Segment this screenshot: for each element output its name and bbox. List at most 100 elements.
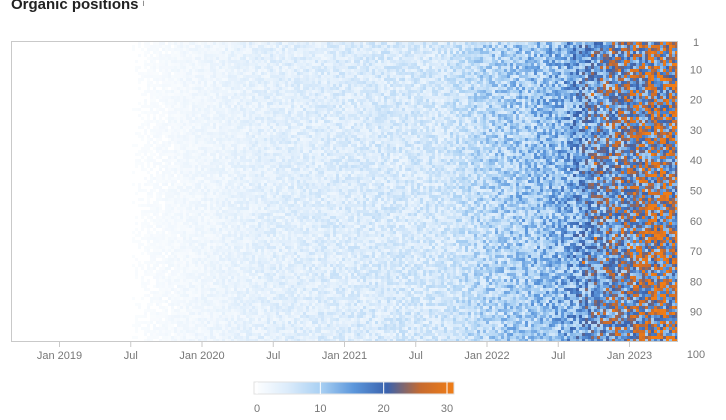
heatmap-cell	[186, 171, 189, 174]
heatmap-cell	[153, 255, 156, 258]
heatmap-cell	[291, 138, 294, 141]
heatmap-cell	[258, 270, 261, 273]
heatmap-cell	[222, 78, 225, 81]
heatmap-cell	[243, 195, 246, 198]
heatmap-cell	[174, 264, 177, 267]
heatmap-cell	[252, 45, 255, 48]
heatmap-cell	[165, 201, 168, 204]
heatmap-cell	[258, 147, 261, 150]
heatmap-cell	[291, 228, 294, 231]
heatmap-cell	[291, 270, 294, 273]
heatmap-cell	[147, 330, 150, 333]
heatmap-cell	[159, 237, 162, 240]
heatmap-cell	[252, 48, 255, 51]
heatmap-cell	[222, 156, 225, 159]
heatmap-cell	[237, 144, 240, 147]
heatmap-cell	[222, 195, 225, 198]
heatmap-cell	[246, 267, 249, 270]
heatmap-cell	[180, 288, 183, 291]
heatmap-cell	[192, 321, 195, 324]
heatmap-cell	[261, 78, 264, 81]
heatmap-cell	[234, 237, 237, 240]
heatmap-cell	[195, 51, 198, 54]
info-icon[interactable]: i	[142, 0, 145, 8]
heatmap-cell	[180, 255, 183, 258]
heatmap-cell	[207, 222, 210, 225]
heatmap-cell	[183, 96, 186, 99]
heatmap-cell	[288, 54, 291, 57]
heatmap-cell	[195, 336, 198, 339]
heatmap-cell	[195, 315, 198, 318]
heatmap-cell	[285, 135, 288, 138]
heatmap-cell	[291, 57, 294, 60]
heatmap-cell	[150, 93, 153, 96]
heatmap-cell	[168, 216, 171, 219]
heatmap-cell	[243, 228, 246, 231]
heatmap-cell	[165, 315, 168, 318]
heatmap-cell	[282, 120, 285, 123]
heatmap-cell	[219, 99, 222, 102]
heatmap-cell	[171, 120, 174, 123]
heatmap-cell	[270, 210, 273, 213]
heatmap-cell	[183, 204, 186, 207]
heatmap-cell	[261, 120, 264, 123]
heatmap-cell	[189, 240, 192, 243]
heatmap-cell	[231, 108, 234, 111]
heatmap-cell	[165, 150, 168, 153]
heatmap-cell	[201, 78, 204, 81]
heatmap-cell	[180, 51, 183, 54]
heatmap-cell	[255, 117, 258, 120]
heatmap-cell	[183, 69, 186, 72]
heatmap-cell	[186, 279, 189, 282]
heatmap-cell	[168, 177, 171, 180]
heatmap-cell	[219, 54, 222, 57]
heatmap-cell	[270, 294, 273, 297]
heatmap-cell	[258, 279, 261, 282]
heatmap-cell	[204, 270, 207, 273]
heatmap-cell	[243, 174, 246, 177]
heatmap-cell	[171, 138, 174, 141]
heatmap-cell	[171, 276, 174, 279]
heatmap-cell	[231, 276, 234, 279]
heatmap-cell	[231, 213, 234, 216]
heatmap-cell	[189, 213, 192, 216]
heatmap-cell	[162, 261, 165, 264]
heatmap-cell	[159, 240, 162, 243]
heatmap-cell	[135, 324, 138, 327]
heatmap-cell	[177, 63, 180, 66]
heatmap-cell	[294, 150, 297, 153]
heatmap-cell	[192, 87, 195, 90]
heatmap-cell	[156, 279, 159, 282]
heatmap-cell	[294, 144, 297, 147]
heatmap-cell	[156, 240, 159, 243]
heatmap-cell	[270, 309, 273, 312]
heatmap-cell	[258, 318, 261, 321]
heatmap-cell	[279, 219, 282, 222]
heatmap-cell	[246, 252, 249, 255]
heatmap-cell	[201, 246, 204, 249]
heatmap-cell	[204, 126, 207, 129]
heatmap-cell	[150, 255, 153, 258]
heatmap-cell	[153, 318, 156, 321]
heatmap-cell	[222, 102, 225, 105]
heatmap-cell	[204, 54, 207, 57]
heatmap-cell	[180, 234, 183, 237]
heatmap-cell	[270, 264, 273, 267]
heatmap-cell	[261, 303, 264, 306]
heatmap-cell	[228, 189, 231, 192]
heatmap-cell	[249, 255, 252, 258]
heatmap-cell	[276, 198, 279, 201]
heatmap-cell	[222, 57, 225, 60]
heatmap-cell	[252, 285, 255, 288]
heatmap-cell	[264, 108, 267, 111]
heatmap-cell	[237, 330, 240, 333]
heatmap-cell	[276, 312, 279, 315]
heatmap-cell	[216, 84, 219, 87]
heatmap-cell	[216, 327, 219, 330]
heatmap-cell	[249, 45, 252, 48]
heatmap-cell	[186, 129, 189, 132]
heatmap-cell	[252, 213, 255, 216]
heatmap-cell	[198, 267, 201, 270]
heatmap-cell	[174, 144, 177, 147]
heatmap-cell	[288, 51, 291, 54]
